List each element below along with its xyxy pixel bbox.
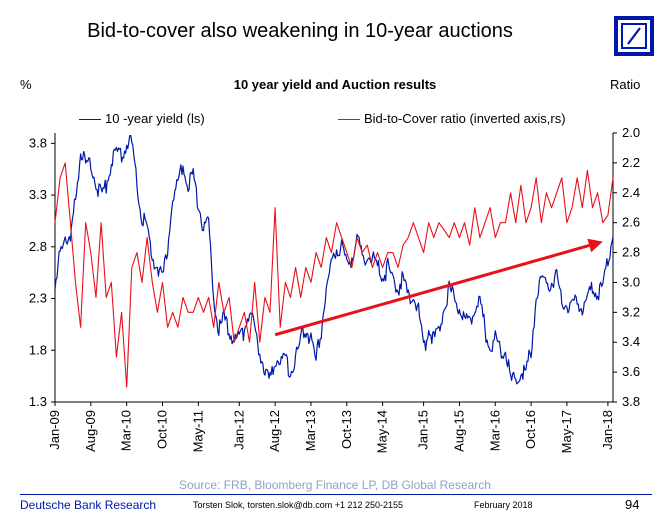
y-right-tick-label: 3.0: [622, 274, 640, 289]
series-line-bid-to-cover: [54, 162, 614, 388]
x-tick-label: Jan-09: [47, 410, 62, 450]
y-right-tick-label: 2.0: [622, 125, 640, 140]
x-tick-label: Jan-18: [600, 410, 615, 450]
y-left-tick-label: 1.3: [29, 394, 47, 409]
footer-divider: [20, 494, 652, 495]
legend-swatch-yield: [79, 119, 101, 120]
chart-title: 10 year yield and Auction results: [233, 77, 437, 92]
chart-annotations: [274, 238, 603, 337]
slide-title: Bid-to-cover also weakening in 10-year a…: [87, 20, 513, 42]
deutsche-bank-slash-square-icon: [627, 27, 641, 45]
x-tick-label: Aug-15: [451, 410, 466, 452]
x-tick-label: May-11: [190, 410, 205, 452]
y-left-tick-label: 3.8: [29, 135, 47, 150]
legend-label-bid-to-cover: Bid-to-Cover ratio (inverted axis,rs): [364, 111, 566, 126]
x-tick-label: Jan-12: [231, 410, 246, 450]
y-right-tick-label: 3.8: [622, 394, 640, 409]
page-number: 94: [625, 497, 640, 512]
y-right-tick-label: 2.2: [622, 155, 640, 170]
trend-arrow-shaft: [274, 244, 590, 337]
y-right-tick-label: 2.8: [622, 245, 640, 260]
trend-arrow-head: [587, 238, 603, 253]
y-right-unit: Ratio: [610, 77, 641, 92]
y-right-tick-label: 2.6: [622, 215, 640, 230]
chart-axes: 3.8 3.3 2.8 2.3 1.8 1.3 2.0 2.2 2.4 2.6 2.8 3.0 3.2 3…: [29, 125, 640, 453]
y-left-tick-label: 3.3: [29, 187, 47, 202]
chart-plot: 3.8 3.3 2.8 2.3 1.8 1.3 2.0 2.2 2.4 2.6 2.8 3.0 3.2 3…: [29, 125, 640, 453]
source-note: Source: FRB, Bloomberg Finance LP, DB Gl…: [179, 478, 491, 492]
y-left-tick-label: 2.8: [29, 239, 47, 254]
deutsche-bank-logo: [614, 16, 654, 56]
series-line-yield: [54, 135, 614, 385]
x-tick-label: May-14: [375, 410, 390, 453]
chart-series: [54, 135, 614, 388]
x-tick-label: Oct-16: [523, 410, 538, 449]
x-tick-label: Mar-13: [303, 410, 318, 451]
y-right-tick-label: 3.4: [622, 334, 640, 349]
footer-date: February 2018: [474, 500, 533, 510]
y-right-tick-label: 3.6: [622, 364, 640, 379]
x-tick-label: May-17: [559, 410, 574, 453]
footer-org: Deutsche Bank Research: [20, 498, 157, 512]
x-tick-label: Mar-10: [119, 410, 134, 451]
x-tick-label: Mar-16: [487, 410, 502, 451]
y-right-tick-label: 2.4: [622, 185, 640, 200]
x-tick-label: Aug-09: [83, 410, 98, 452]
y-right-tick-label: 3.2: [622, 304, 640, 319]
footer-contact: Torsten Slok, torsten.slok@db.com +1 212…: [193, 500, 404, 510]
logo-box: [621, 23, 647, 49]
x-tick-label: Jan-15: [416, 410, 431, 450]
y-left-tick-label: 2.3: [29, 291, 47, 306]
x-tick-label: Oct-10: [155, 410, 170, 449]
y-left-tick-label: 1.8: [29, 342, 47, 357]
legend-swatch-bid-to-cover: [338, 119, 360, 120]
y-left-unit: %: [20, 77, 32, 92]
legend-label-yield: 10 -year yield (ls): [105, 111, 205, 126]
x-tick-label: Aug-12: [267, 410, 282, 452]
x-tick-label: Oct-13: [339, 410, 354, 449]
